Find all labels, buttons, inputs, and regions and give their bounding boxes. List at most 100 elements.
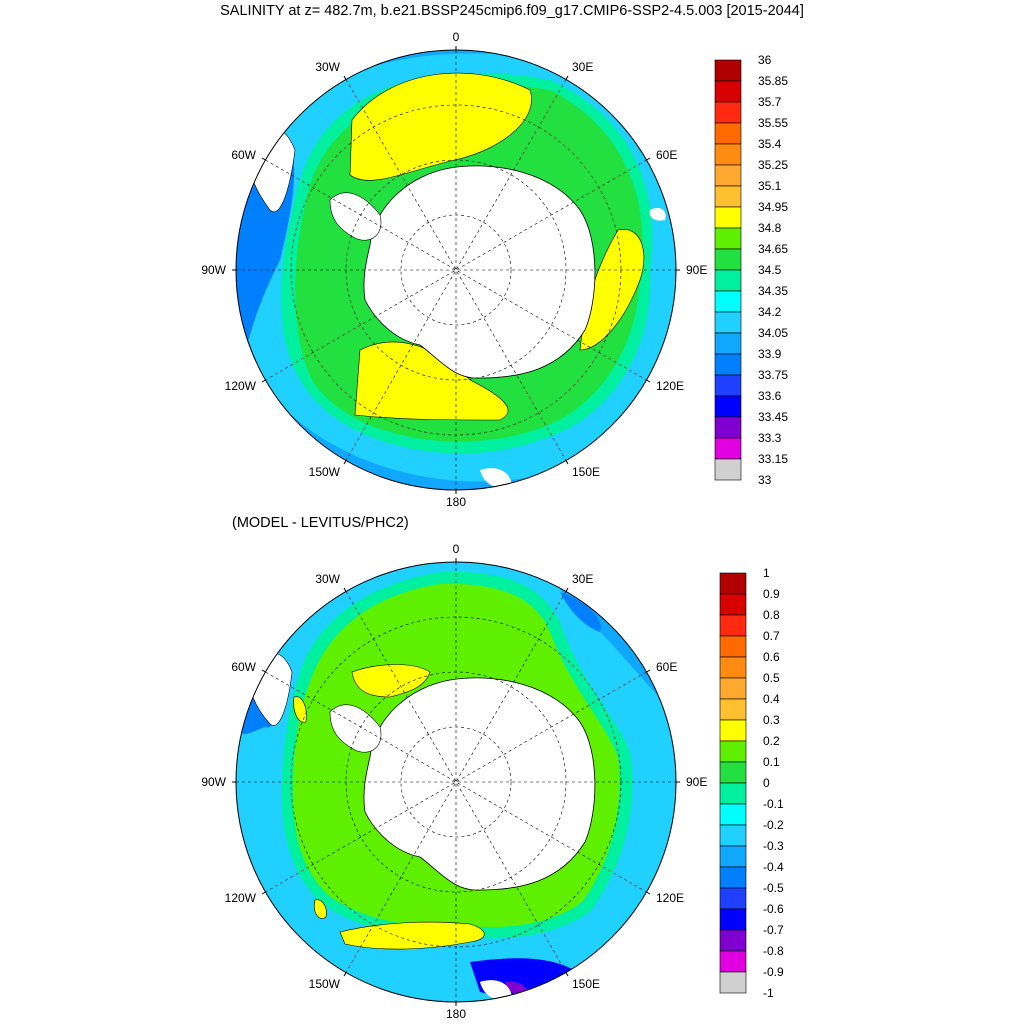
lon-label-120w: 120W: [225, 379, 257, 393]
lon-label-30w: 30W: [315, 60, 340, 74]
colorbar-swatch: [719, 845, 747, 868]
colorbar-swatch: [719, 593, 747, 616]
colorbar-label: 33.75: [758, 368, 788, 382]
colorbar-label: 35.4: [758, 137, 782, 151]
map-tick-marks: [232, 558, 680, 1006]
colorbar-label: 0.9: [763, 587, 780, 601]
colorbar-label: 0.7: [763, 629, 780, 643]
colorbar-swatch: [719, 950, 747, 973]
colorbar-swatch: [714, 122, 742, 145]
colorbar-label: 0: [763, 776, 770, 790]
colorbar-label: 0.5: [763, 671, 780, 685]
colorbar-swatch: [714, 227, 742, 250]
colorbar-label: -0.1: [763, 797, 784, 811]
lon-label-120e: 120E: [656, 891, 684, 905]
colorbar-swatch: [714, 269, 742, 292]
colorbar-label: 0.8: [763, 608, 780, 622]
colorbar-label: -0.5: [763, 881, 784, 895]
colorbar-label: 34.35: [758, 284, 788, 298]
lon-label-60e: 60E: [656, 148, 677, 162]
colorbar-label: 35.25: [758, 158, 788, 172]
lon-labels: 0 30E 60E 90E 120E 150E 180 150W 120W 90…: [201, 30, 707, 509]
colorbar-swatch: [714, 353, 742, 376]
colorbar-swatch: [719, 719, 747, 742]
colorbar-swatch: [714, 143, 742, 166]
colorbar-swatch: [719, 656, 747, 679]
colorbar-swatch: [714, 311, 742, 334]
lon-label-120e: 120E: [656, 379, 684, 393]
lon-label-60w: 60W: [231, 148, 256, 162]
colorbar-label: -0.8: [763, 944, 784, 958]
colorbar-swatch: [714, 206, 742, 229]
lon-label-0: 0: [453, 30, 460, 44]
colorbar: 1 0.9 0.8 0.7 0.6 0.5 0.4 0.3 0.2 0.1 0 -0.1 -0.2 -0.…: [719, 566, 784, 1000]
colorbar-swatch: [714, 80, 742, 103]
colorbar-swatch: [719, 866, 747, 889]
colorbar-label: 33.9: [758, 347, 782, 361]
colorbar-swatch: [719, 740, 747, 763]
colorbar-label: 34.95: [758, 200, 788, 214]
map-graticule: [236, 562, 676, 1002]
colorbar-swatch: [714, 437, 742, 460]
colorbar-label: 0.1: [763, 755, 780, 769]
colorbar-swatch: [719, 614, 747, 637]
colorbar-label: 33.45: [758, 410, 788, 424]
colorbar-label: -0.2: [763, 818, 784, 832]
colorbar-swatch: [719, 698, 747, 721]
lon-label-150e: 150E: [572, 465, 600, 479]
colorbar-label: -0.9: [763, 965, 784, 979]
colorbar-label: -0.7: [763, 923, 784, 937]
colorbar-label: 0.3: [763, 713, 780, 727]
colorbar-swatch: [714, 59, 742, 82]
colorbar-label: -0.4: [763, 860, 784, 874]
lon-label-30e: 30E: [572, 60, 593, 74]
colorbar-swatch: [714, 332, 742, 355]
lon-label-180: 180: [446, 1007, 466, 1021]
colorbar-swatch: [719, 803, 747, 826]
lon-label-30w: 30W: [315, 572, 340, 586]
map-tick-marks: [232, 46, 680, 494]
colorbar-swatch: [719, 635, 747, 658]
page-title: SALINITY at z= 482.7m, b.e21.BSSP245cmip…: [220, 3, 804, 19]
colorbar-swatch: [719, 824, 747, 847]
colorbar-swatch: [714, 164, 742, 187]
colorbar-label: 34.2: [758, 305, 782, 319]
colorbar-swatch: [714, 101, 742, 124]
colorbar-swatch: [719, 971, 747, 994]
lon-label-90w: 90W: [201, 775, 226, 789]
lon-label-90e: 90E: [686, 263, 707, 277]
colorbar-label: 0.4: [763, 692, 780, 706]
colorbar-label: 35.1: [758, 179, 782, 193]
map-graticule: [236, 50, 676, 490]
colorbar-label: -1: [763, 986, 774, 1000]
colorbar-swatch: [719, 887, 747, 910]
salinity-map-panel: 0 30E 60E 90E 120E 150E 180 150W 120W 90…: [201, 30, 788, 509]
lon-label-30e: 30E: [572, 572, 593, 586]
lon-label-150w: 150W: [309, 977, 341, 991]
colorbar-label: 35.7: [758, 95, 782, 109]
lon-label-120w: 120W: [225, 891, 257, 905]
colorbar: 36 35.85 35.7 35.55 35.4 35.25 35.1 34.95 34.8 34…: [714, 53, 788, 487]
colorbar-label: 0.2: [763, 734, 780, 748]
lon-labels: 0 30E 60E 90E 120E 150E 180 150W 120W 90…: [201, 542, 707, 1021]
colorbar-swatch: [719, 677, 747, 700]
difference-map-field: [236, 562, 676, 1002]
salinity-map-field: [236, 50, 676, 490]
lon-label-90w: 90W: [201, 263, 226, 277]
colorbar-swatch: [719, 908, 747, 931]
lon-label-180: 180: [446, 495, 466, 509]
colorbar-label: 33.3: [758, 431, 782, 445]
colorbar-label: 35.55: [758, 116, 788, 130]
colorbar-label: 1: [763, 566, 770, 580]
lon-label-150w: 150W: [309, 465, 341, 479]
lon-label-150e: 150E: [572, 977, 600, 991]
colorbar-label: 33.6: [758, 389, 782, 403]
colorbar-label: 33: [758, 473, 772, 487]
colorbar-label: 33.15: [758, 452, 788, 466]
subtitle: (MODEL - LEVITUS/PHC2): [232, 515, 409, 531]
colorbar-label: 34.8: [758, 221, 782, 235]
colorbar-swatch: [714, 458, 742, 481]
colorbar-swatch: [719, 572, 747, 595]
colorbar-label: -0.6: [763, 902, 784, 916]
colorbar-swatch: [714, 248, 742, 271]
